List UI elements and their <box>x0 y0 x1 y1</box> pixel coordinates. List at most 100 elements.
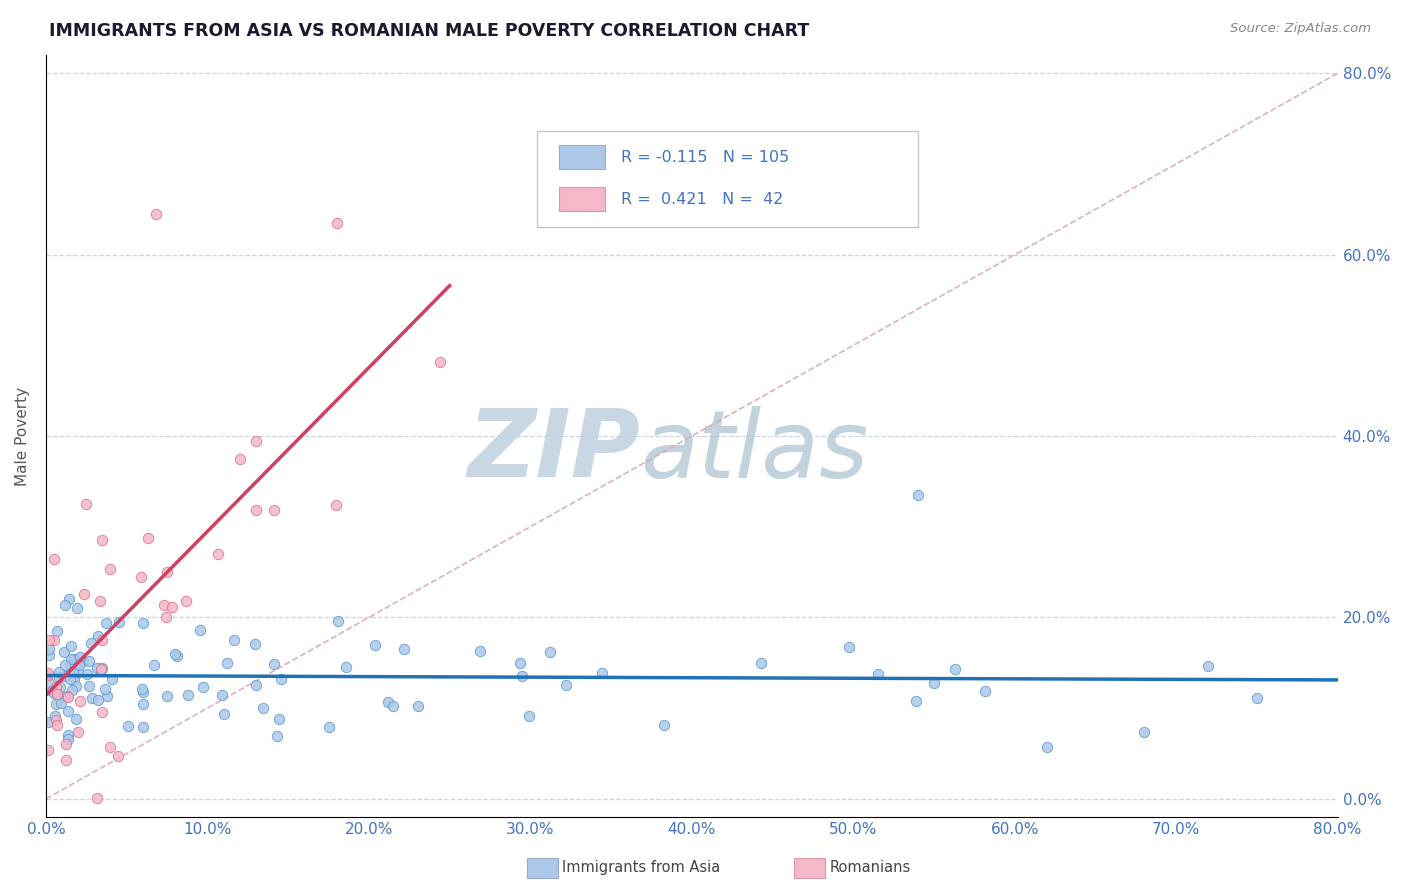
FancyBboxPatch shape <box>558 187 605 211</box>
Point <box>66 601 89 615</box>
Point <box>468 644 491 658</box>
Y-axis label: Male Poverty: Male Poverty <box>15 386 30 485</box>
Point <box>63 652 86 666</box>
Text: IMMIGRANTS FROM ASIA VS ROMANIAN MALE POVERTY CORRELATION CHART: IMMIGRANTS FROM ASIA VS ROMANIAN MALE PO… <box>49 22 810 40</box>
Point <box>42 551 65 566</box>
Point <box>59 672 82 686</box>
Point <box>143 658 166 673</box>
Point <box>174 594 197 608</box>
Point <box>243 637 266 651</box>
Point <box>749 657 772 671</box>
Point <box>188 623 211 637</box>
Point <box>51 697 73 711</box>
Point <box>91 533 114 548</box>
Point <box>59 639 82 653</box>
Point <box>245 502 267 516</box>
Point <box>69 694 91 708</box>
Point <box>45 713 67 727</box>
Point <box>538 644 561 658</box>
Point <box>59 657 82 672</box>
Point <box>48 681 70 695</box>
Point <box>270 672 292 686</box>
Point <box>48 665 70 680</box>
Point <box>94 682 117 697</box>
Point <box>166 648 188 663</box>
Point <box>73 587 96 601</box>
Point <box>191 680 214 694</box>
Point <box>38 641 60 656</box>
Point <box>56 690 79 704</box>
Point <box>107 748 129 763</box>
Point <box>45 624 67 639</box>
Point <box>72 654 94 668</box>
Point <box>129 570 152 584</box>
Point <box>266 729 288 743</box>
Point <box>132 720 155 734</box>
Point <box>67 665 90 679</box>
Point <box>79 679 101 693</box>
Point <box>45 681 67 695</box>
Point <box>245 678 267 692</box>
Point <box>377 695 399 709</box>
FancyBboxPatch shape <box>537 131 918 227</box>
Text: ZIP: ZIP <box>467 405 640 498</box>
Point <box>91 706 114 720</box>
Point <box>76 667 98 681</box>
Point <box>63 672 86 686</box>
Point <box>245 434 267 448</box>
Point <box>108 615 131 629</box>
Text: Romanians: Romanians <box>830 860 911 874</box>
Point <box>37 665 59 680</box>
Point <box>79 636 101 650</box>
Point <box>37 715 59 730</box>
Point <box>91 633 114 648</box>
Point <box>60 683 83 698</box>
Point <box>62 664 84 678</box>
Point <box>67 657 90 672</box>
Point <box>131 681 153 696</box>
Point <box>98 739 121 754</box>
Point <box>1246 691 1268 706</box>
Point <box>58 728 80 742</box>
Point <box>509 657 531 671</box>
Point <box>38 633 60 648</box>
Point <box>429 354 451 368</box>
Point <box>155 610 177 624</box>
Point <box>37 743 59 757</box>
Point <box>211 688 233 702</box>
Point <box>55 737 77 751</box>
Point <box>328 614 350 628</box>
Point <box>318 720 340 734</box>
Point <box>37 668 59 682</box>
Point <box>364 638 387 652</box>
Point <box>86 791 108 805</box>
Text: atlas: atlas <box>640 406 869 497</box>
Point <box>53 598 76 612</box>
Point <box>46 687 69 701</box>
Point <box>263 657 285 671</box>
Point <box>98 562 121 576</box>
Point <box>177 688 200 702</box>
Point <box>392 642 415 657</box>
Point <box>86 692 108 706</box>
Point <box>96 689 118 703</box>
Point <box>510 668 533 682</box>
Point <box>136 531 159 545</box>
Point <box>325 216 347 230</box>
Point <box>866 666 889 681</box>
FancyBboxPatch shape <box>558 145 605 169</box>
Point <box>335 659 357 673</box>
Text: Immigrants from Asia: Immigrants from Asia <box>562 860 721 874</box>
Point <box>65 712 87 726</box>
Text: R = -0.115   N = 105: R = -0.115 N = 105 <box>621 150 789 165</box>
Point <box>75 497 97 511</box>
Point <box>974 684 997 698</box>
Point <box>65 679 87 693</box>
Point <box>56 690 79 704</box>
Point <box>56 704 79 718</box>
Point <box>89 664 111 678</box>
Point <box>55 753 77 767</box>
Point <box>156 689 179 703</box>
Point <box>922 675 945 690</box>
Point <box>132 697 155 711</box>
